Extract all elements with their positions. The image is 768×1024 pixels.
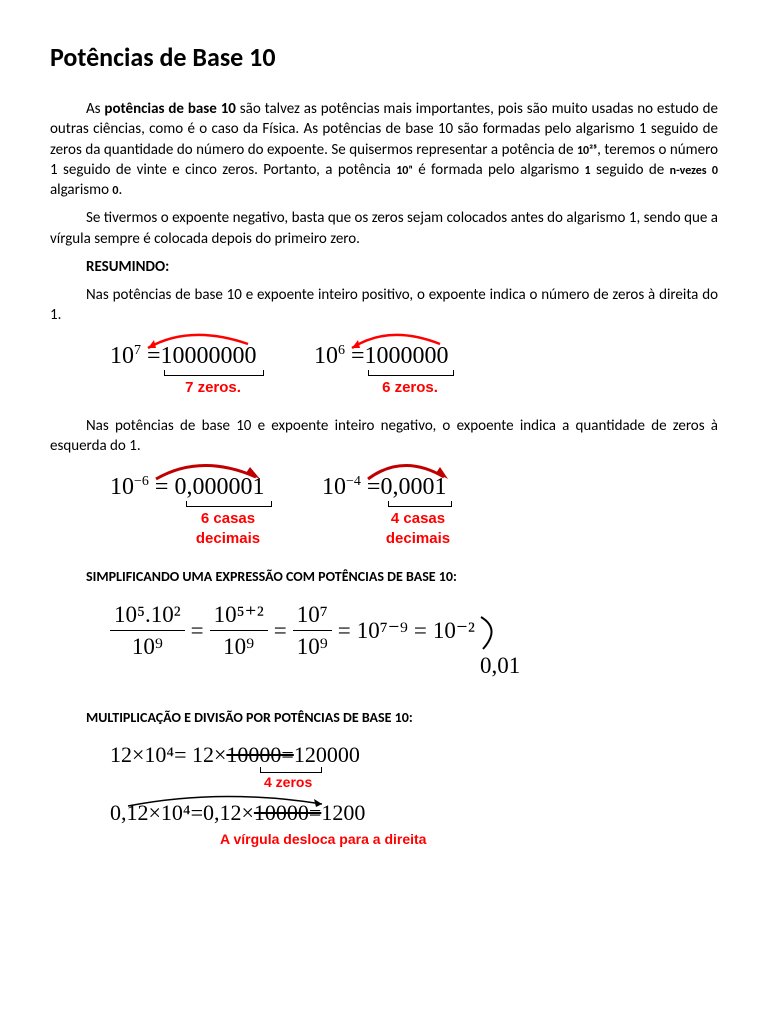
label: 6 zeros. <box>368 378 452 398</box>
base: 10 <box>110 343 134 369</box>
text: As <box>86 100 104 118</box>
eq: = <box>274 615 287 646</box>
base: 10 <box>322 474 346 500</box>
denominator: 10⁹ <box>110 631 185 662</box>
resumindo-heading: RESUMINDO: <box>86 257 718 277</box>
paragraph-4: Nas potências de base 10 e expoente inte… <box>50 416 718 457</box>
arc-arrow-icon <box>110 792 330 808</box>
base: 10 <box>110 474 134 500</box>
eq: = <box>149 474 175 500</box>
note: 4 zeros <box>264 773 718 792</box>
text: n-vezes <box>670 164 707 178</box>
expr: 10ⁿ <box>396 164 413 178</box>
underbrace <box>368 370 454 376</box>
eq: = <box>345 343 365 369</box>
example-positive-row: 107 =10000000 7 zeros. 106 =1000000 6 ze… <box>110 340 718 399</box>
label: 7 zeros. <box>164 378 262 398</box>
exp: 6 <box>338 343 345 358</box>
text: 0 <box>712 164 718 178</box>
value: 0,000001 <box>174 474 264 500</box>
underbrace <box>388 501 452 507</box>
value: 10000000 <box>161 343 257 369</box>
lhs: 12×10⁴= 12× <box>110 742 226 767</box>
mult-example-1: 12×10⁴= 12×10000=120000 4 zeros <box>110 740 718 793</box>
example-negative-row: 10−6 = 0,000001 6 casas decimais 10−4 =0… <box>110 471 718 550</box>
exp: −6 <box>134 474 149 489</box>
example-10-neg4: 10−4 =0,0001 4 casas decimais <box>322 471 458 550</box>
base: 10 <box>314 343 338 369</box>
text: seguido de <box>591 161 670 179</box>
eq: = <box>191 615 204 646</box>
example-10-6: 106 =1000000 6 zeros. <box>314 340 454 399</box>
denominator: 10⁹ <box>210 631 268 662</box>
step: 10⁷⁻⁹ <box>357 615 408 646</box>
expr: 10²⁵ <box>577 144 597 158</box>
label-line: 4 casas <box>391 510 445 527</box>
value: 1000000 <box>365 343 449 369</box>
label-line: 6 casas <box>201 510 255 527</box>
note: A vírgula desloca para a direita <box>220 830 718 849</box>
value: 0,0001 <box>380 474 446 500</box>
text: é formada pelo algarismo <box>413 161 585 179</box>
curve-arrow-icon <box>475 605 505 655</box>
result: 120000 <box>294 742 360 767</box>
eq: = <box>141 343 161 369</box>
paragraph-3: Nas potências de base 10 e expoente inte… <box>50 285 718 326</box>
numerator: 10⁵⁺² <box>210 599 268 631</box>
fraction: 10⁷ 10⁹ <box>293 599 332 662</box>
eq: = <box>361 474 381 500</box>
label-line: decimais <box>196 530 260 547</box>
text: algarismo <box>50 181 112 199</box>
label-line: decimais <box>386 530 450 547</box>
example-10-7: 107 =10000000 7 zeros. <box>110 340 264 399</box>
label: 4 casas decimais <box>378 509 458 550</box>
fraction: 10⁵.10² 10⁹ <box>110 599 185 662</box>
eq: = <box>338 615 351 646</box>
exp: −4 <box>346 474 361 489</box>
label: 6 casas decimais <box>186 509 270 550</box>
bold-term: potências de base 10 <box>104 100 235 118</box>
numerator: 10⁷ <box>293 599 332 631</box>
section-simplify: SIMPLIFICANDO UMA EXPRESSÃO COM POTÊNCIA… <box>86 568 718 587</box>
section-multiply: MULTIPLICAÇÃO E DIVISÃO POR POTÊNCIAS DE… <box>86 709 718 728</box>
strike: 10000= <box>226 742 293 767</box>
example-10-neg6: 10−6 = 0,000001 6 casas decimais <box>110 471 272 550</box>
step: 10⁻² <box>433 615 475 646</box>
page-title: Potências de Base 10 <box>50 40 718 75</box>
simplify-result: 0,01 <box>480 650 718 681</box>
exp: 7 <box>134 343 141 358</box>
text: . <box>119 181 123 199</box>
numerator: 10⁵.10² <box>110 599 185 631</box>
denominator: 10⁹ <box>293 631 332 662</box>
eq: = <box>414 615 427 646</box>
paragraph-2: Se tivermos o expoente negativo, basta q… <box>50 208 718 249</box>
underbrace <box>164 370 264 376</box>
underbrace <box>186 501 272 507</box>
fraction: 10⁵⁺² 10⁹ <box>210 599 268 662</box>
paragraph-1: As potências de base 10 são talvez as po… <box>50 99 718 200</box>
mult-example-2: 0,12×10⁴=0,12×10000=1200 A vírgula deslo… <box>110 798 718 849</box>
